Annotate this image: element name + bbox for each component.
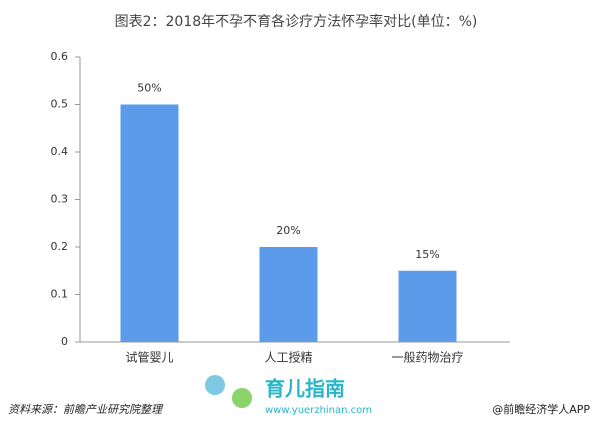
x-tick-label: 一般药物治疗 xyxy=(391,350,463,365)
value-label: 20% xyxy=(276,224,300,237)
source-note: 资料来源：前瞻产业研究院整理 xyxy=(8,403,164,416)
credit: @前瞻经济学人APP xyxy=(492,402,590,416)
bar xyxy=(259,247,318,342)
y-tick-label: 0.2 xyxy=(51,240,69,253)
bar xyxy=(120,104,179,342)
y-tick-label: 0.4 xyxy=(51,145,69,158)
y-tick-label: 0.6 xyxy=(51,50,69,63)
bar xyxy=(398,270,457,342)
watermark-name: 育儿指南 xyxy=(265,377,345,401)
y-tick-label: 0.3 xyxy=(51,193,69,206)
x-tick-label: 人工授精 xyxy=(264,350,312,365)
watermark-logo: 育儿指南 www.yuerzhinan.com xyxy=(205,375,372,416)
chart-title: 图表2：2018年不孕不育各诊疗方法怀孕率对比(单位：%) xyxy=(115,13,478,30)
value-label: 15% xyxy=(415,248,439,261)
watermark-url: www.yuerzhinan.com xyxy=(265,405,372,416)
x-tick-label: 试管婴儿 xyxy=(125,350,173,365)
value-label: 50% xyxy=(137,82,161,95)
y-tick-label: 0.5 xyxy=(51,98,69,111)
y-tick-label: 0 xyxy=(61,335,68,348)
y-tick-label: 0.1 xyxy=(51,288,69,301)
